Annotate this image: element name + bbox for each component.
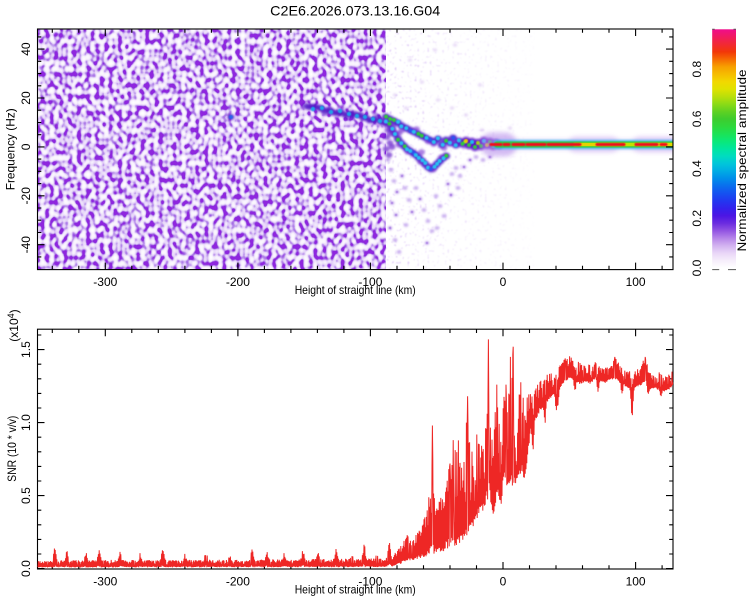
svg-text:-300: -300 bbox=[93, 575, 117, 589]
svg-text:0.0: 0.0 bbox=[19, 560, 33, 577]
svg-text:0.2: 0.2 bbox=[690, 210, 704, 227]
svg-text:Frequency (Hz): Frequency (Hz) bbox=[4, 108, 18, 190]
svg-text:-100: -100 bbox=[358, 575, 382, 589]
svg-text:-200: -200 bbox=[226, 275, 250, 289]
svg-text:Height of straight line (km): Height of straight line (km) bbox=[295, 283, 416, 297]
svg-text:Normalized spectral amplitude: Normalized spectral amplitude bbox=[735, 69, 749, 251]
svg-text:0: 0 bbox=[500, 275, 507, 289]
svg-text:40: 40 bbox=[19, 42, 33, 56]
svg-text:-20: -20 bbox=[19, 187, 33, 205]
svg-text:-100: -100 bbox=[358, 275, 382, 289]
svg-text:1.5: 1.5 bbox=[19, 341, 33, 358]
svg-text:0.0: 0.0 bbox=[690, 259, 704, 276]
svg-text:1.0: 1.0 bbox=[19, 414, 33, 431]
svg-text:SNR (10 * v/v): SNR (10 * v/v) bbox=[5, 416, 19, 482]
svg-text:0.4: 0.4 bbox=[690, 160, 704, 177]
svg-text:0.8: 0.8 bbox=[690, 61, 704, 78]
svg-text:-40: -40 bbox=[19, 236, 33, 254]
svg-text:0.5: 0.5 bbox=[19, 487, 33, 504]
svg-text:100: 100 bbox=[626, 275, 646, 289]
svg-text:0: 0 bbox=[500, 575, 507, 589]
svg-text:0: 0 bbox=[19, 143, 33, 150]
svg-text:20: 20 bbox=[19, 91, 33, 105]
svg-text:Height of straight line (km): Height of straight line (km) bbox=[295, 583, 416, 597]
svg-text:-300: -300 bbox=[93, 275, 117, 289]
svg-text:C2E6.2026.073.13.16.G04: C2E6.2026.073.13.16.G04 bbox=[270, 2, 440, 18]
svg-text:(x104): (x104) bbox=[6, 309, 21, 341]
svg-text:0.6: 0.6 bbox=[690, 110, 704, 127]
svg-text:100: 100 bbox=[626, 575, 646, 589]
svg-text:-200: -200 bbox=[226, 575, 250, 589]
